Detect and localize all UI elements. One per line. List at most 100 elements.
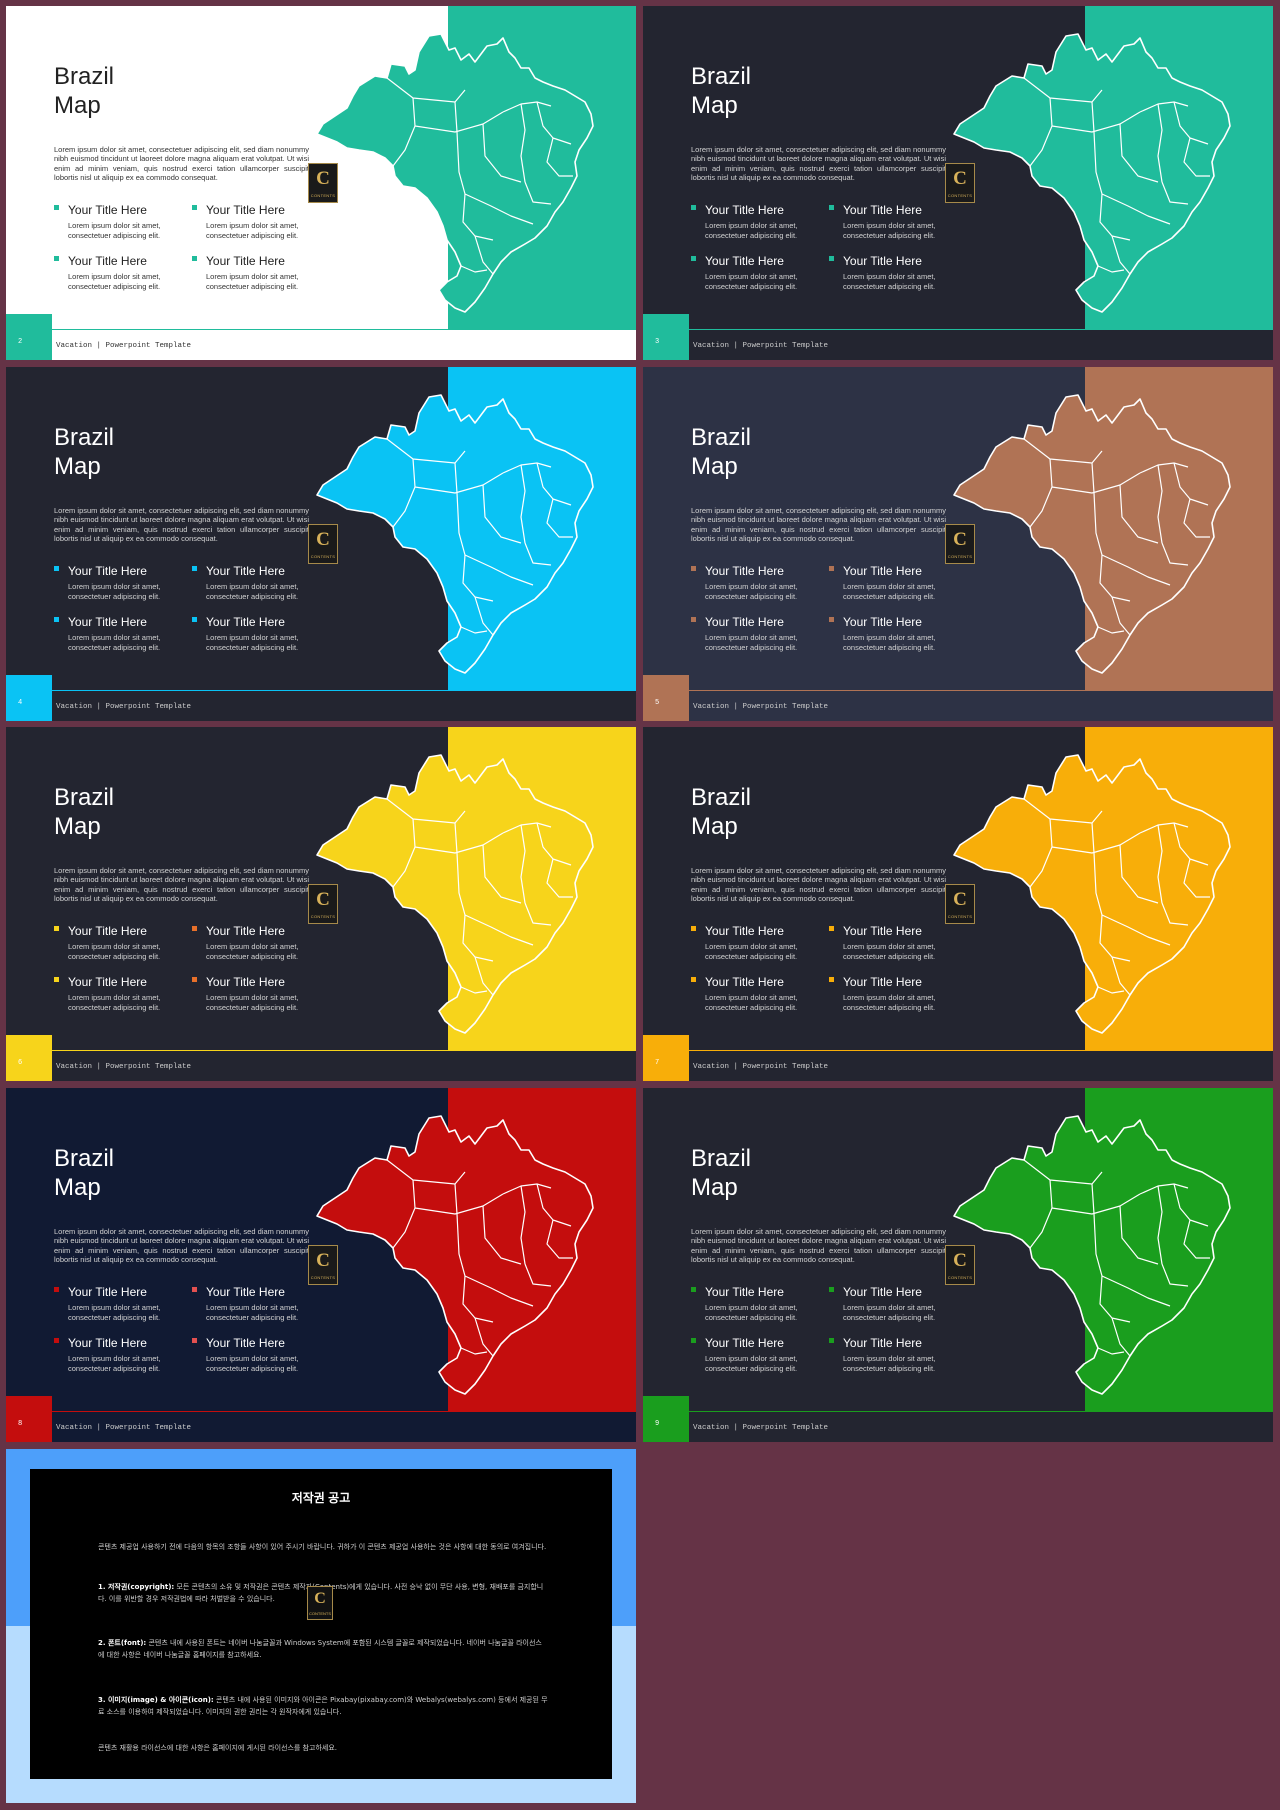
notice-intro: 콘텐츠 제공업 사용하기 전에 다음의 항목의 조항들 사항이 있어 주시기 바…: [98, 1543, 547, 1551]
item-body: Lorem ipsum dolor sit amet, consectetuer…: [843, 993, 936, 1012]
state-border: [1161, 542, 1189, 566]
state-border: [1157, 103, 1163, 183]
item-title: Your Title Here: [705, 203, 784, 217]
page-number-box: [643, 1035, 689, 1081]
slide-title: Brazil Map: [691, 62, 751, 120]
slide-description: Lorem ipsum dolor sit amet, consectetuer…: [691, 145, 946, 183]
footer-divider: [689, 329, 1273, 330]
state-border: [386, 1159, 466, 1185]
item-title: Your Title Here: [206, 1285, 285, 1299]
state-border: [1183, 498, 1210, 538]
slide-title: Brazil Map: [691, 783, 751, 841]
footer-text: Vacation | Powerpoint Template: [693, 1063, 829, 1071]
footer-divider: [689, 1050, 1273, 1051]
state-border: [392, 458, 416, 528]
state-border: [482, 844, 522, 904]
item-body: Lorem ipsum dolor sit amet, consectetuer…: [705, 1303, 798, 1322]
state-border: [1161, 1263, 1189, 1287]
state-border: [1029, 97, 1053, 167]
bullet-square-icon: [691, 1287, 696, 1292]
item-title: Your Title Here: [206, 254, 285, 268]
logo-letter: C: [953, 1250, 967, 1271]
state-border: [474, 235, 494, 275]
page-number-box: [643, 314, 689, 360]
item-body: Lorem ipsum dolor sit amet, consectetuer…: [206, 272, 299, 291]
item-title: Your Title Here: [68, 203, 147, 217]
bullet-square-icon: [192, 1338, 197, 1343]
state-border: [1101, 914, 1171, 946]
state-border: [1101, 1275, 1171, 1307]
item-title: Your Title Here: [705, 615, 784, 629]
state-border: [1051, 1193, 1141, 1215]
state-border: [1091, 101, 1103, 195]
state-border: [460, 626, 488, 634]
brazil-country-shape: [316, 394, 594, 674]
state-border: [482, 484, 522, 544]
footer-bar: [6, 1051, 636, 1081]
state-border: [502, 462, 552, 474]
brazil-map: [953, 1115, 1231, 1395]
state-border: [1101, 193, 1171, 225]
state-border: [464, 1275, 534, 1307]
state-border: [392, 97, 416, 167]
state-border: [474, 956, 494, 996]
bullet-square-icon: [54, 617, 59, 622]
item-title: Your Title Here: [705, 564, 784, 578]
state-border: [1023, 798, 1103, 824]
slide-title: Brazil Map: [691, 1144, 751, 1202]
bullet-square-icon: [691, 1338, 696, 1343]
state-border: [520, 824, 526, 904]
state-border: [1051, 472, 1141, 494]
item-title: Your Title Here: [68, 1336, 147, 1350]
item-body: Lorem ipsum dolor sit amet, consectetuer…: [705, 633, 798, 652]
notice-copyright-label: 1. 저작권(copyright):: [98, 1583, 175, 1591]
state-border: [1139, 462, 1189, 474]
item-title: Your Title Here: [206, 564, 285, 578]
contents-logo: C CONTENTS: [308, 1245, 338, 1285]
item-body: Lorem ipsum dolor sit amet, consectetuer…: [68, 221, 161, 240]
page-number-box: [643, 675, 689, 721]
item-title: Your Title Here: [68, 924, 147, 938]
state-border: [524, 542, 552, 566]
logo-text: CONTENTS: [947, 914, 973, 919]
state-border: [460, 986, 488, 994]
slide-title: Brazil Map: [54, 783, 114, 841]
contents-logo: C CONTENTS: [945, 524, 975, 564]
state-border: [460, 265, 488, 273]
footer-bar: [643, 1051, 1273, 1081]
slide-title-line2: Map: [54, 92, 101, 119]
slide-title-line1: Brazil: [691, 1145, 752, 1172]
bullet-square-icon: [829, 617, 834, 622]
item-body: Lorem ipsum dolor sit amet, consectetuer…: [206, 633, 299, 652]
item-title: Your Title Here: [206, 1336, 285, 1350]
brazil-map: [953, 394, 1231, 674]
item-body: Lorem ipsum dolor sit amet, consectetuer…: [206, 1354, 299, 1373]
state-border: [1111, 956, 1131, 996]
state-border: [462, 1275, 494, 1323]
state-border: [1139, 101, 1189, 113]
slide-title-line1: Brazil: [54, 1145, 115, 1172]
state-border: [1029, 1179, 1053, 1249]
item-title: Your Title Here: [206, 975, 285, 989]
footer-divider: [52, 1411, 636, 1412]
state-border: [1029, 458, 1053, 528]
contents-logo: C CONTENTS: [308, 524, 338, 564]
bullet-square-icon: [192, 617, 197, 622]
brazil-map: [316, 1115, 594, 1395]
item-body: Lorem ipsum dolor sit amet, consectetuer…: [705, 1354, 798, 1373]
item-title: Your Title Here: [705, 924, 784, 938]
bullet-square-icon: [691, 205, 696, 210]
slide-description: Lorem ipsum dolor sit amet, consectetuer…: [54, 1227, 309, 1265]
bullet-square-icon: [829, 1287, 834, 1292]
state-border: [1173, 822, 1209, 866]
state-border: [524, 181, 552, 205]
page-number: 2: [18, 338, 23, 346]
bullet-square-icon: [54, 566, 59, 571]
footer-bar: [643, 1412, 1273, 1442]
item-body: Lorem ipsum dolor sit amet, consectetuer…: [843, 942, 936, 961]
item-body: Lorem ipsum dolor sit amet, consectetuer…: [705, 582, 798, 601]
footer-divider: [52, 690, 636, 691]
item-body: Lorem ipsum dolor sit amet, consectetuer…: [843, 1303, 936, 1322]
footer-text: Vacation | Powerpoint Template: [693, 703, 829, 711]
brazil-country-shape: [316, 1115, 594, 1395]
